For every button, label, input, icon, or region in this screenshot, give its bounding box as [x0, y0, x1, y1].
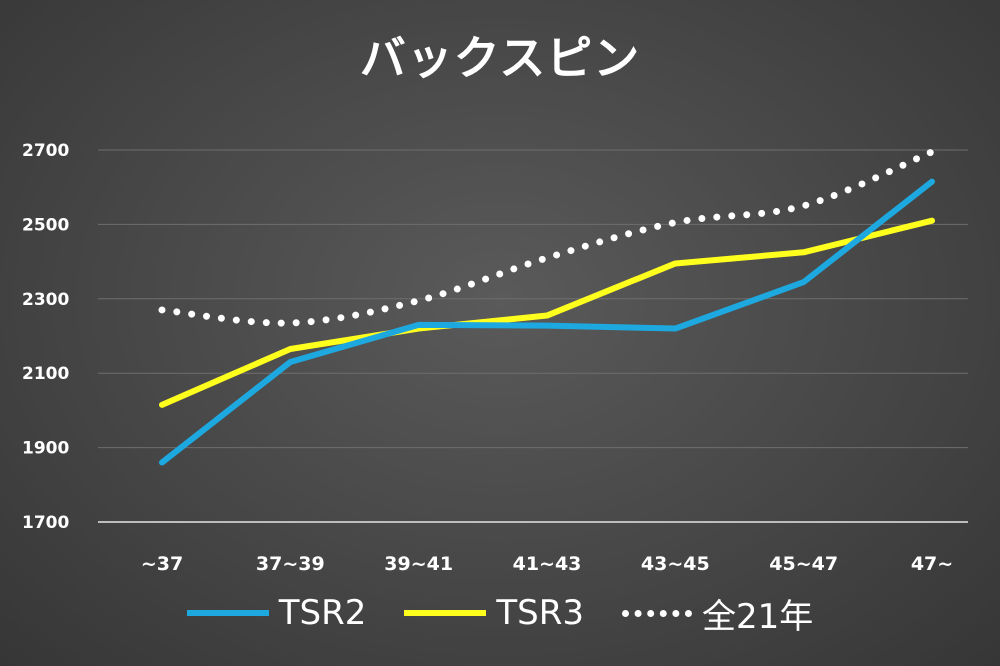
y-tick-label: 2100	[22, 364, 69, 384]
legend-label-all21: 全21年	[701, 596, 814, 637]
y-tick-label: 1900	[22, 439, 69, 459]
legend-item-tsr3: TSR3	[404, 593, 584, 633]
chart-title: バックスピン	[359, 31, 641, 85]
chart-legend: TSR2 TSR3 全21年	[0, 588, 1000, 638]
series-line-tsr2	[159, 178, 935, 466]
x-tick-label: ~37	[141, 553, 183, 575]
y-tick-label: 2500	[22, 215, 69, 235]
y-tick-label: 1700	[22, 513, 69, 533]
x-tick-label: 43~45	[641, 553, 710, 575]
legend-swatch-all21	[621, 609, 692, 617]
legend-label-tsr2: TSR2	[278, 593, 367, 633]
x-tick-label: 41~43	[513, 553, 582, 575]
series-line-tsr3	[159, 217, 935, 408]
x-tick-label: 47~	[911, 553, 953, 575]
x-tick-label: 37~39	[256, 553, 325, 575]
legend-swatch-tsr3	[404, 610, 487, 616]
x-tick-label: 39~41	[384, 553, 453, 575]
y-tick-label: 2700	[22, 141, 69, 161]
legend-item-all21: 全21年	[621, 589, 814, 638]
legend-label-tsr3: TSR3	[496, 593, 584, 633]
x-tick-label: 45~47	[769, 553, 838, 575]
legend-item-tsr2: TSR2	[186, 593, 367, 633]
legend-swatch-tsr2	[186, 610, 269, 616]
y-tick-label: 2300	[22, 290, 69, 310]
series-line-all21	[158, 148, 936, 327]
